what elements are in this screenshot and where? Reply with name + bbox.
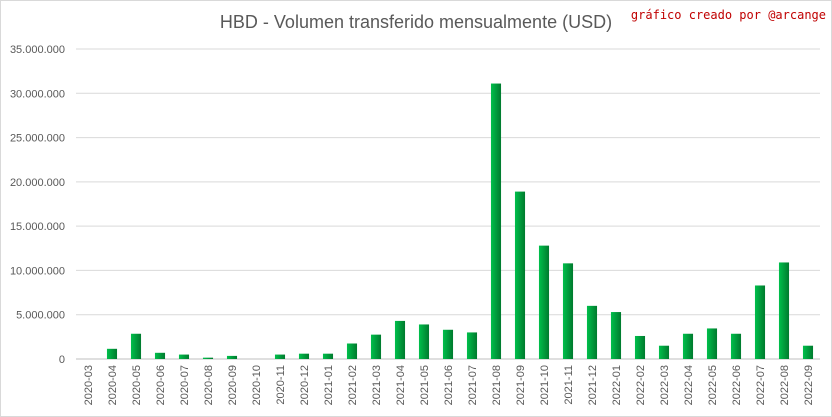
x-tick-label: 2021-08 <box>491 365 503 405</box>
y-tick-label: 5.000.000 <box>16 310 65 322</box>
bar <box>754 285 766 359</box>
bar <box>298 353 310 359</box>
y-tick-label: 25.000.000 <box>10 133 65 145</box>
bar <box>682 333 694 359</box>
bar <box>442 329 454 359</box>
bar <box>346 343 358 359</box>
bar <box>562 263 574 359</box>
x-tick-label: 2020-09 <box>227 365 239 405</box>
x-tick-label: 2021-05 <box>419 365 431 405</box>
x-tick-label: 2020-08 <box>203 365 215 405</box>
chart-title: HBD - Volumen transferido mensualmente (… <box>219 12 613 32</box>
x-tick-label: 2020-05 <box>131 365 143 405</box>
x-tick-label: 2021-09 <box>515 365 527 405</box>
x-tick-label: 2021-07 <box>467 365 479 405</box>
bar <box>130 333 142 359</box>
x-tick-label: 2021-10 <box>539 365 551 405</box>
y-tick-label: 10.000.000 <box>10 265 65 277</box>
bar <box>802 345 814 359</box>
bar <box>202 357 214 359</box>
bar <box>538 245 550 359</box>
bar <box>178 354 190 359</box>
bar <box>730 333 742 359</box>
bar <box>466 332 478 359</box>
x-tick-label: 2020-12 <box>299 365 311 405</box>
y-tick-label: 0 <box>59 354 65 366</box>
x-tick-label: 2020-03 <box>83 365 95 405</box>
x-tick-label: 2022-01 <box>611 365 623 405</box>
bar <box>634 335 646 359</box>
x-tick-label: 2022-07 <box>755 365 767 405</box>
x-tick-label: 2022-08 <box>779 365 791 405</box>
bar <box>274 354 286 359</box>
x-tick-label: 2021-02 <box>347 365 359 405</box>
x-tick-label: 2022-05 <box>707 365 719 405</box>
x-tick-label: 2020-06 <box>155 365 167 405</box>
bar <box>418 324 430 359</box>
x-tick-label: 2021-06 <box>443 365 455 405</box>
x-tick-label: 2020-10 <box>251 365 263 405</box>
bar <box>154 352 166 359</box>
bar <box>394 320 406 359</box>
x-tick-label: 2022-06 <box>731 365 743 405</box>
x-tick-label: 2022-03 <box>659 365 671 405</box>
y-tick-label: 35.000.000 <box>10 44 65 56</box>
x-tick-label: 2021-11 <box>563 365 575 405</box>
x-tick-label: 2021-01 <box>323 365 335 405</box>
y-tick-label: 15.000.000 <box>10 221 65 233</box>
x-tick-label: 2021-03 <box>371 365 383 405</box>
x-tick-label: 2020-11 <box>275 365 287 405</box>
bar <box>586 305 598 359</box>
bar <box>370 334 382 359</box>
y-tick-label: 30.000.000 <box>10 88 65 100</box>
chart-credit: gráfico creado por @arcange <box>630 8 826 22</box>
x-tick-label: 2022-04 <box>683 365 695 405</box>
x-tick-label: 2020-07 <box>179 365 191 405</box>
bar <box>490 83 502 360</box>
bar <box>322 353 334 359</box>
bar <box>778 262 790 359</box>
x-tick-label: 2022-02 <box>635 365 647 405</box>
bar <box>706 328 718 359</box>
bar <box>610 312 622 359</box>
x-tick-label: 2022-09 <box>803 365 815 405</box>
y-tick-label: 20.000.000 <box>10 177 65 189</box>
bar <box>514 191 526 359</box>
bar <box>106 348 118 359</box>
x-tick-label: 2021-12 <box>587 365 599 405</box>
bar <box>658 345 670 359</box>
bar <box>226 355 238 359</box>
x-tick-label: 2020-04 <box>107 365 119 405</box>
x-tick-label: 2021-04 <box>395 365 407 405</box>
